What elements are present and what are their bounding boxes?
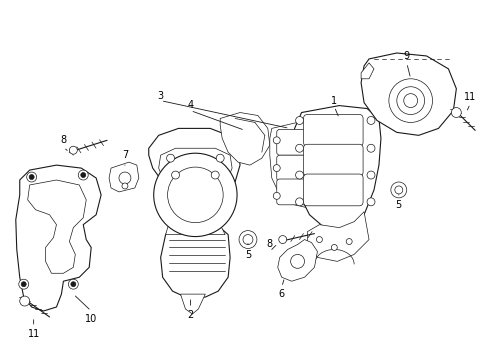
Text: 10: 10 — [85, 314, 97, 324]
Polygon shape — [158, 148, 232, 185]
FancyBboxPatch shape — [303, 144, 362, 176]
Circle shape — [320, 132, 327, 139]
Circle shape — [71, 282, 76, 287]
Circle shape — [295, 171, 303, 179]
Circle shape — [450, 108, 460, 117]
Circle shape — [366, 144, 374, 152]
Text: 8: 8 — [60, 135, 66, 145]
Polygon shape — [360, 63, 373, 79]
FancyBboxPatch shape — [303, 174, 362, 206]
Circle shape — [243, 235, 252, 244]
Text: 4: 4 — [187, 100, 193, 109]
Circle shape — [211, 171, 219, 179]
Circle shape — [331, 244, 337, 251]
Circle shape — [171, 171, 179, 179]
Circle shape — [403, 94, 417, 108]
Circle shape — [295, 117, 303, 125]
Circle shape — [278, 235, 286, 243]
Polygon shape — [307, 212, 368, 261]
Circle shape — [27, 172, 37, 182]
Text: 11: 11 — [463, 92, 475, 102]
Circle shape — [239, 231, 256, 248]
Circle shape — [316, 237, 322, 243]
Polygon shape — [180, 294, 205, 314]
Circle shape — [366, 198, 374, 206]
Circle shape — [320, 186, 327, 193]
Text: 9: 9 — [403, 51, 409, 61]
Circle shape — [216, 154, 224, 162]
Circle shape — [167, 167, 223, 223]
Circle shape — [290, 255, 304, 268]
Circle shape — [69, 146, 77, 154]
Polygon shape — [220, 113, 269, 165]
Circle shape — [396, 87, 424, 114]
Circle shape — [153, 153, 237, 237]
Circle shape — [366, 171, 374, 179]
Circle shape — [388, 79, 432, 122]
Polygon shape — [165, 225, 224, 235]
Circle shape — [346, 239, 351, 244]
Circle shape — [394, 186, 402, 194]
Circle shape — [273, 165, 280, 172]
Polygon shape — [161, 228, 230, 297]
FancyBboxPatch shape — [276, 129, 320, 155]
Circle shape — [273, 137, 280, 144]
Circle shape — [390, 182, 406, 198]
Polygon shape — [292, 105, 380, 231]
Circle shape — [295, 144, 303, 152]
Text: 5: 5 — [244, 251, 250, 260]
Circle shape — [81, 172, 85, 177]
Text: 2: 2 — [187, 310, 193, 320]
FancyBboxPatch shape — [303, 114, 362, 146]
Circle shape — [78, 170, 88, 180]
Circle shape — [119, 172, 131, 184]
Text: 5: 5 — [395, 200, 401, 210]
Text: 6: 6 — [278, 289, 284, 299]
Polygon shape — [148, 129, 240, 196]
Circle shape — [295, 198, 303, 206]
Text: 7: 7 — [122, 150, 128, 160]
Circle shape — [273, 192, 280, 199]
Text: 1: 1 — [330, 96, 337, 105]
Circle shape — [122, 183, 128, 189]
Polygon shape — [16, 165, 101, 311]
Text: 8: 8 — [266, 239, 272, 249]
Circle shape — [21, 282, 26, 287]
Polygon shape — [109, 162, 139, 192]
Polygon shape — [28, 180, 86, 273]
FancyBboxPatch shape — [276, 155, 320, 181]
Polygon shape — [269, 118, 331, 208]
FancyBboxPatch shape — [276, 179, 320, 205]
Polygon shape — [277, 239, 317, 281]
Circle shape — [19, 279, 29, 289]
Text: 11: 11 — [27, 329, 40, 339]
Polygon shape — [360, 53, 455, 135]
Text: 3: 3 — [157, 91, 163, 101]
Circle shape — [166, 154, 174, 162]
Circle shape — [20, 296, 30, 306]
Circle shape — [366, 117, 374, 125]
Circle shape — [29, 175, 34, 180]
Circle shape — [68, 279, 78, 289]
